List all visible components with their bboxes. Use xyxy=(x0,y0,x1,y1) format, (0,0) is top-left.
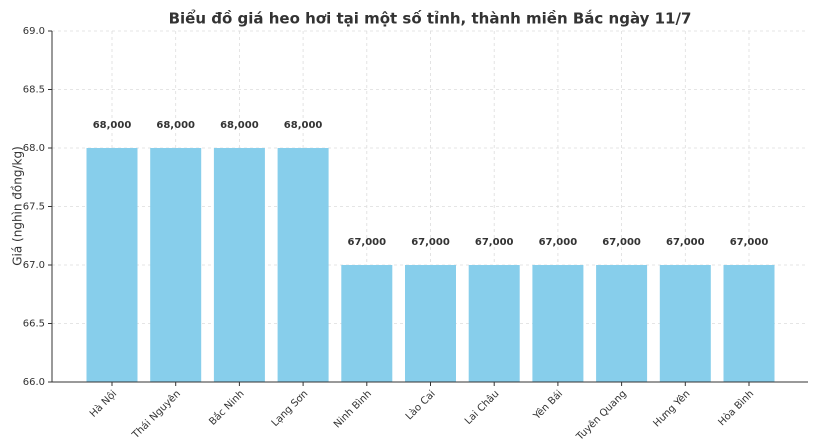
x-tick-label: Bắc Ninh xyxy=(206,387,247,428)
y-tick-label: 69.0 xyxy=(23,26,45,37)
value-label: 67,000 xyxy=(411,237,450,248)
y-tick-label: 68.5 xyxy=(23,85,45,96)
value-label: 67,000 xyxy=(539,237,578,248)
bar xyxy=(723,265,775,382)
x-tick-label: Thái Nguyên xyxy=(129,388,183,442)
value-label: 68,000 xyxy=(156,120,195,131)
x-tick-label: Yên Bái xyxy=(530,388,565,423)
bar xyxy=(150,148,202,382)
x-tick-label: Lai Châu xyxy=(462,388,501,427)
y-tick-label: 66.5 xyxy=(23,319,45,330)
bar xyxy=(532,265,584,382)
x-tick-label: Hà Nội xyxy=(87,388,119,420)
x-tick-label: Hòa Bình xyxy=(716,388,756,428)
bar xyxy=(405,265,456,382)
bar xyxy=(468,265,520,382)
chart-title: Biểu đồ giá heo hơi tại một số tỉnh, thà… xyxy=(169,9,692,28)
x-tick-label: Ninh Bình xyxy=(331,388,374,431)
value-label: 67,000 xyxy=(602,237,641,248)
x-tick-label: Hưng Yên xyxy=(651,388,693,430)
bar xyxy=(596,265,648,382)
x-tick-label: Lào Cai xyxy=(403,388,438,423)
y-tick-label: 66.0 xyxy=(23,377,45,388)
bar xyxy=(213,148,265,382)
value-label: 67,000 xyxy=(666,237,705,248)
value-label: 68,000 xyxy=(93,120,132,131)
bar xyxy=(341,265,393,382)
value-label: 67,000 xyxy=(730,237,769,248)
value-label: 68,000 xyxy=(220,120,259,131)
y-axis-label: Giá (nghìn đồng/kg) xyxy=(11,146,25,266)
y-tick-label: 67.5 xyxy=(23,202,45,213)
y-tick-label: 68.0 xyxy=(23,143,45,154)
x-tick-label: Lạng Sơn xyxy=(270,388,311,429)
bar xyxy=(659,265,711,382)
value-label: 68,000 xyxy=(284,120,323,131)
bar xyxy=(277,148,329,382)
value-label: 67,000 xyxy=(475,237,514,248)
bar xyxy=(86,148,138,382)
value-label: 67,000 xyxy=(348,237,387,248)
x-tick-label: Tuyên Quang xyxy=(573,388,629,444)
y-tick-label: 67.0 xyxy=(23,260,45,271)
